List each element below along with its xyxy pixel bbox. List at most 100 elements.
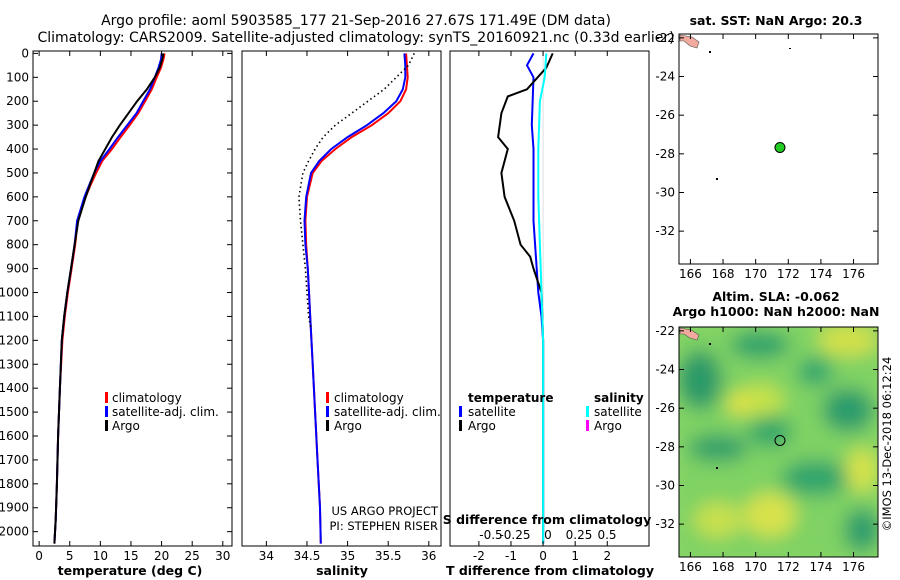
y-tick-label: 2000 [0, 525, 29, 539]
y-tick-label: 400 [6, 142, 29, 156]
s-diff-tick-m05: -0.5 [479, 528, 502, 542]
y-tick-label: 500 [6, 166, 29, 180]
new-caledonia-land [679, 327, 700, 341]
lat-tick-label: -28 [655, 147, 675, 161]
x-tick-label: 0 [35, 549, 43, 563]
sst-map-points [774, 141, 786, 153]
x-tick-label: 34.5 [294, 549, 321, 563]
x-tick-label: 36 [421, 549, 436, 563]
lat-tick-label: -24 [655, 363, 675, 377]
satellite-adj-clim--line [303, 53, 407, 544]
x-tick-label: 10 [93, 549, 108, 563]
sla-map-ticks: 166 168 170 172 174 176 -22 -24 -26 -28 -30 -32 [655, 324, 878, 574]
temperature-series-group [53, 53, 166, 544]
lat-tick-label: -28 [655, 440, 675, 454]
temperature-argo-line [497, 52, 554, 544]
y-tick-label: 1000 [0, 286, 29, 300]
legend-argo-label: Argo [112, 419, 140, 433]
y-tick-label: 1800 [0, 477, 29, 491]
sla-map-points [774, 434, 786, 446]
sal-legend-argo-label: Argo [334, 419, 362, 433]
island-dot [716, 467, 718, 469]
island-dot [789, 48, 791, 49]
depth-y-ticks: 0 100 200 300 400 500 600 700 800 900 1000 1100 1200… [0, 46, 649, 539]
sal-legend-climatology-swatch [326, 392, 329, 403]
x-tick-label: 2 [603, 549, 611, 563]
sla-map-panel: Altim. SLA: -0.062 Argo h1000: NaN h2000… [655, 289, 894, 574]
s-diff-tick-025: 0.25 [566, 528, 593, 542]
legend-t-satellite-label: satellite [468, 405, 516, 419]
y-tick-label: 700 [6, 214, 29, 228]
legend-climatology-label: climatology [112, 391, 182, 405]
argo-float-position-marker [774, 141, 786, 153]
argo-line [298, 53, 415, 329]
island-dot [716, 178, 718, 180]
lat-tick-label: -26 [655, 108, 675, 122]
y-tick-label: 0 [21, 46, 29, 60]
s-diff-tick-05: 0.5 [597, 528, 616, 542]
s-diff-tick-0: 0 [544, 528, 552, 542]
x-tick-label: 5 [66, 549, 74, 563]
imos-stamp: ©IMOS 13-Dec-2018 06:12:24 [880, 357, 894, 532]
x-tick-label: 0 [539, 549, 547, 563]
salinity-satellite-line [537, 53, 548, 544]
y-tick-label: 900 [6, 262, 29, 276]
y-tick-label: 1400 [0, 381, 29, 395]
sal-legend-climatology-label: climatology [334, 391, 404, 405]
y-tick-label: 1700 [0, 453, 29, 467]
x-tick-label: 25 [185, 549, 200, 563]
lon-tick-label: 176 [842, 560, 865, 574]
lat-tick-label: -22 [655, 324, 675, 338]
legend-s-argo-swatch [586, 420, 589, 431]
s-diff-xlabel: S difference from climatology [443, 512, 652, 527]
salinity-xlabel: salinity [316, 563, 368, 578]
legend-s-satellite-label: satellite [594, 405, 642, 419]
x-tick-label: 15 [123, 549, 138, 563]
salinity-panel: 34 34.5 35 35.5 36 salinity climatology sate… [241, 50, 442, 578]
y-tick-label: 1200 [0, 333, 29, 347]
x-tick-label: 35 [340, 549, 355, 563]
s-diff-tick-m025: -0.25 [499, 528, 530, 542]
lon-tick-label: 168 [712, 560, 735, 574]
legend-s-argo-label: Argo [594, 419, 622, 433]
project-credit-line-1: US ARGO PROJECT [331, 504, 439, 518]
lon-tick-label: 172 [777, 560, 800, 574]
lat-tick-label: -24 [655, 70, 675, 84]
salinity-legend: climatology satellite-adj. clim. Argo [326, 391, 441, 433]
lon-tick-label: 174 [809, 267, 832, 281]
x-tick-label: 20 [154, 549, 169, 563]
lon-tick-label: 166 [679, 560, 702, 574]
x-tick-label: 1 [571, 549, 579, 563]
x-tick-label: 35.5 [375, 549, 402, 563]
temperature-panel: 0 5 10 15 20 25 30 010020030040050060070080090… [0, 46, 649, 578]
new-caledonia-land [679, 34, 700, 49]
legend-salinity-title: salinity [594, 391, 644, 405]
x-tick-label: -1 [505, 549, 517, 563]
difference-x-ticks: -2 -1 0 1 2 [473, 51, 611, 563]
sal-legend-satellite-swatch [326, 406, 329, 417]
legend-s-satellite-swatch [586, 406, 589, 417]
legend-climatology-swatch [105, 392, 108, 403]
lon-tick-label: 168 [712, 267, 735, 281]
temperature-legend: climatology satellite-adj. clim. Argo [105, 391, 219, 433]
lon-tick-label: 170 [744, 560, 767, 574]
argo-line [53, 53, 165, 544]
lat-tick-label: -32 [655, 517, 675, 531]
difference-legend: temperature satellite Argo salinity sate… [459, 391, 644, 433]
legend-temperature-title: temperature [468, 391, 553, 405]
t-diff-xlabel: T difference from climatology [446, 563, 654, 578]
y-tick-label: 300 [6, 118, 29, 132]
sla-heatmap [679, 327, 878, 557]
lat-tick-label: -32 [655, 224, 675, 238]
lon-tick-label: 176 [842, 267, 865, 281]
sst-map-title: sat. SST: NaN Argo: 20.3 [690, 13, 863, 28]
lat-tick-label: -26 [655, 401, 675, 415]
sst-map-ticks: 166 168 170 172 174 176 -22 -24 -26 -28 -30 -32 [655, 31, 878, 281]
legend-t-satellite-swatch [459, 406, 462, 417]
legend-satellite-label: satellite-adj. clim. [112, 405, 219, 419]
lon-tick-label: 166 [679, 267, 702, 281]
sal-legend-satellite-label: satellite-adj. clim. [334, 405, 441, 419]
lat-tick-label: -30 [655, 478, 675, 492]
y-tick-label: 200 [6, 94, 29, 108]
difference-panel: -2 -1 0 1 2 -0.5 -0.25 0 0.25 0.5 S differen… [443, 50, 654, 578]
